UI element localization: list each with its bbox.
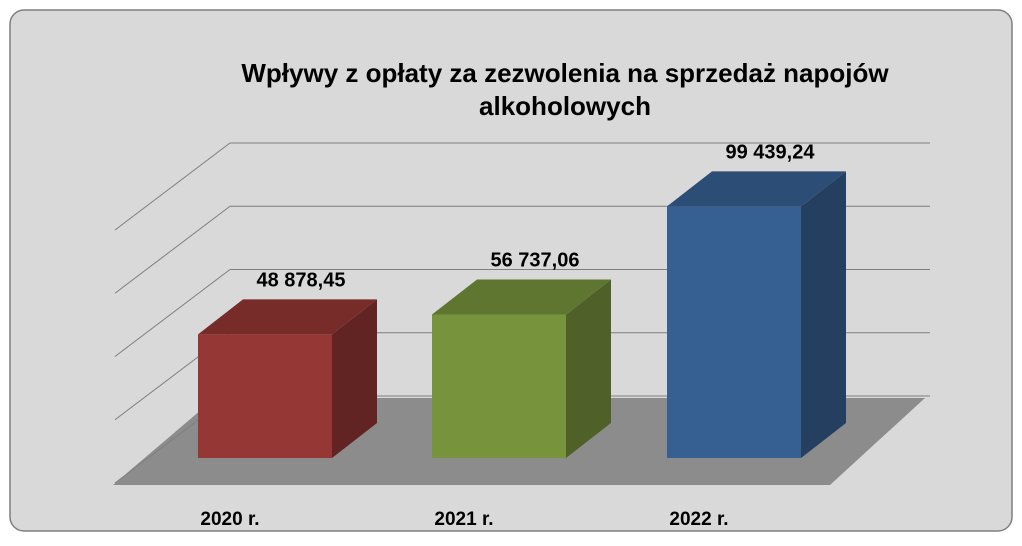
grid-line bbox=[114, 142, 930, 231]
bar-top bbox=[667, 171, 846, 207]
bar bbox=[432, 314, 566, 458]
x-tick-label: 2022 r. bbox=[669, 509, 728, 530]
bar bbox=[198, 334, 332, 458]
bar-side bbox=[566, 279, 611, 458]
chart-title: Wpływy z opłaty za zezwolenia na sprzeda… bbox=[241, 58, 889, 88]
data-label: 99 439,24 bbox=[726, 142, 816, 164]
data-label: 48 878,45 bbox=[257, 270, 346, 292]
bar bbox=[667, 206, 801, 458]
bar-side bbox=[801, 171, 846, 459]
x-tick-label: 2021 r. bbox=[434, 509, 493, 530]
bar-top bbox=[432, 279, 611, 315]
bar-top bbox=[198, 299, 377, 335]
chart-title: alkoholowych bbox=[479, 91, 651, 121]
bar-side bbox=[332, 299, 377, 458]
x-tick-label: 2020 r. bbox=[200, 509, 259, 530]
data-label: 56 737,06 bbox=[491, 250, 580, 272]
